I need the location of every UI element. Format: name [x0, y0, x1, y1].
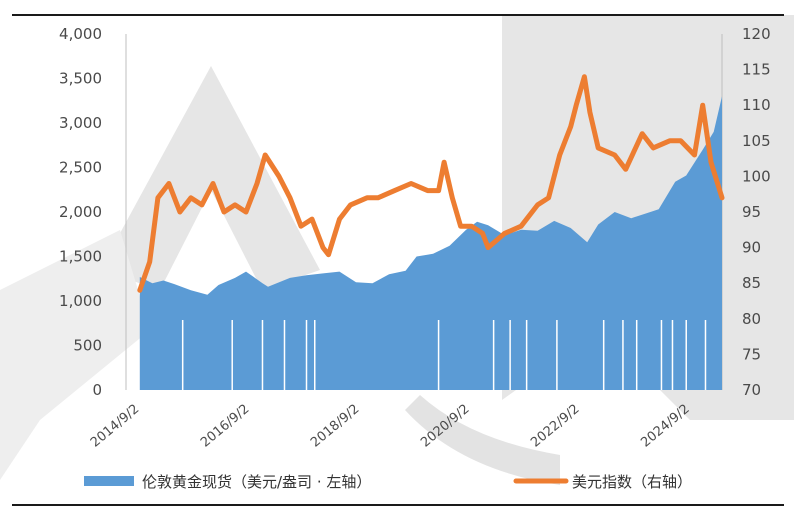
y-right-tick-label: 120	[742, 25, 771, 43]
y-left-tick-label: 2,500	[59, 159, 102, 177]
y-right-tick-label: 80	[742, 310, 761, 328]
background-watermark-left	[0, 230, 150, 480]
x-tick-label: 2022/9/2	[528, 402, 582, 451]
y-right-tick-label: 115	[742, 61, 771, 79]
y-left-tick-label: 3,000	[59, 114, 102, 132]
y-right-tick-label: 85	[742, 274, 761, 292]
y-right-tick-label: 70	[742, 381, 761, 399]
legend-label-usd: 美元指数（右轴）	[572, 473, 692, 491]
y-left-tick-label: 0	[92, 381, 102, 399]
x-tick-label: 2024/9/2	[638, 402, 692, 451]
y-right-tick-label: 110	[742, 96, 771, 114]
background-watermark-curve	[405, 395, 560, 485]
series-line-usd-index	[137, 74, 725, 293]
y-right-tick-label: 75	[742, 345, 761, 363]
y-right-tick-label: 105	[742, 132, 771, 150]
x-tick-label: 2016/9/2	[198, 402, 252, 451]
series-area-gold	[139, 96, 723, 391]
y-left-tick-label: 1,000	[59, 292, 102, 310]
y-right-tick-label: 90	[742, 239, 761, 257]
background-watermark-peak	[100, 66, 320, 290]
x-tick-label: 2018/9/2	[308, 402, 362, 451]
y-left-tick-label: 1,500	[59, 248, 102, 266]
y-left-tick-label: 500	[73, 337, 102, 355]
y-right-tick-label: 100	[742, 167, 771, 185]
y-left-tick-label: 2,000	[59, 203, 102, 221]
y-left-tick-label: 3,500	[59, 70, 102, 88]
y-right-tick-label: 95	[742, 203, 761, 221]
legend-label-gold: 伦敦黄金现货（美元/盎司 · 左轴）	[142, 473, 371, 491]
y-left-tick-label: 4,000	[59, 25, 102, 43]
legend-swatch-gold	[84, 476, 134, 486]
x-tick-label: 2014/9/2	[88, 402, 142, 451]
